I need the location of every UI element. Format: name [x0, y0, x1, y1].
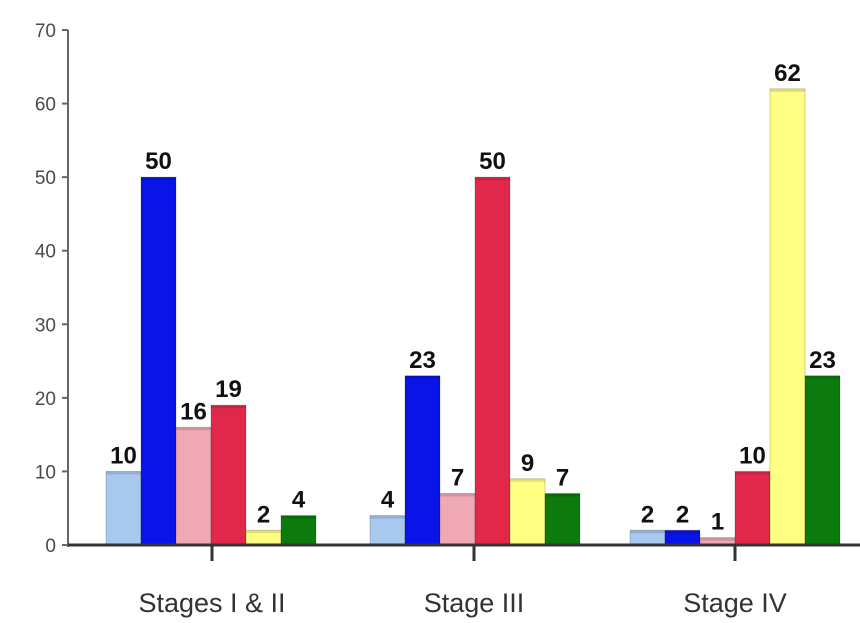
bar-top-edge — [281, 515, 316, 519]
data-label: 7 — [556, 465, 569, 492]
y-tick-label: 20 — [35, 389, 56, 410]
y-tick-label: 30 — [35, 315, 56, 336]
bar-top-edge — [665, 530, 700, 534]
bar — [280, 515, 317, 546]
y-tick-label: 10 — [35, 462, 56, 483]
bar-top-edge — [370, 515, 405, 519]
data-label: 10 — [739, 442, 766, 469]
y-tick-label: 40 — [35, 242, 56, 263]
bar-top-edge — [246, 530, 281, 534]
bar — [474, 176, 511, 546]
bar-top-edge — [141, 177, 176, 181]
bar-top-edge — [440, 493, 475, 497]
bar — [769, 88, 806, 546]
bar-top-edge — [106, 471, 141, 475]
bar-top-edge — [735, 471, 770, 475]
data-label: 4 — [292, 487, 306, 514]
data-label: 23 — [809, 347, 836, 374]
x-category-label: Stages I & II — [138, 588, 285, 618]
data-label: 9 — [521, 450, 534, 477]
data-label: 2 — [641, 501, 654, 528]
y-axis: 0 10 20 30 40 50 60 70 — [35, 21, 69, 557]
bar — [734, 470, 771, 546]
bar — [140, 176, 177, 546]
bar-top-edge — [805, 375, 840, 379]
bar-top-edge — [545, 493, 580, 497]
x-axis: Stages I & II Stage III Stage IV — [68, 543, 860, 618]
y-tick-label: 50 — [35, 168, 56, 189]
y-tick-label: 0 — [45, 536, 56, 557]
bar — [369, 515, 406, 546]
data-label: 2 — [257, 501, 270, 528]
bar — [509, 478, 546, 546]
bar — [404, 375, 441, 546]
x-category-label: Stage IV — [683, 588, 787, 618]
bar-top-edge — [700, 537, 735, 541]
data-label: 16 — [180, 398, 207, 425]
bar — [210, 404, 247, 546]
data-label: 50 — [479, 148, 506, 175]
bar — [175, 426, 212, 546]
y-tick-label: 60 — [35, 95, 56, 116]
bar — [544, 493, 581, 546]
bars — [105, 88, 841, 546]
data-label: 19 — [215, 376, 242, 403]
data-label: 10 — [110, 442, 137, 469]
bar-top-edge — [630, 530, 665, 534]
bar — [439, 493, 476, 546]
bar-top-edge — [405, 375, 440, 379]
data-label: 50 — [145, 148, 172, 175]
x-category-label: Stage III — [424, 588, 525, 618]
data-label: 7 — [451, 465, 464, 492]
bar-top-edge — [510, 478, 545, 482]
data-label: 4 — [381, 487, 395, 514]
data-label: 23 — [409, 347, 436, 374]
bar-top-edge — [475, 177, 510, 181]
data-label: 2 — [676, 501, 689, 528]
bar-top-edge — [770, 88, 805, 92]
bar — [804, 375, 841, 546]
y-tick-label: 70 — [35, 21, 56, 42]
bar — [105, 470, 142, 546]
data-label: 1 — [711, 509, 724, 536]
data-label: 62 — [774, 60, 801, 87]
bar-top-edge — [176, 427, 211, 431]
bar-top-edge — [211, 405, 246, 409]
